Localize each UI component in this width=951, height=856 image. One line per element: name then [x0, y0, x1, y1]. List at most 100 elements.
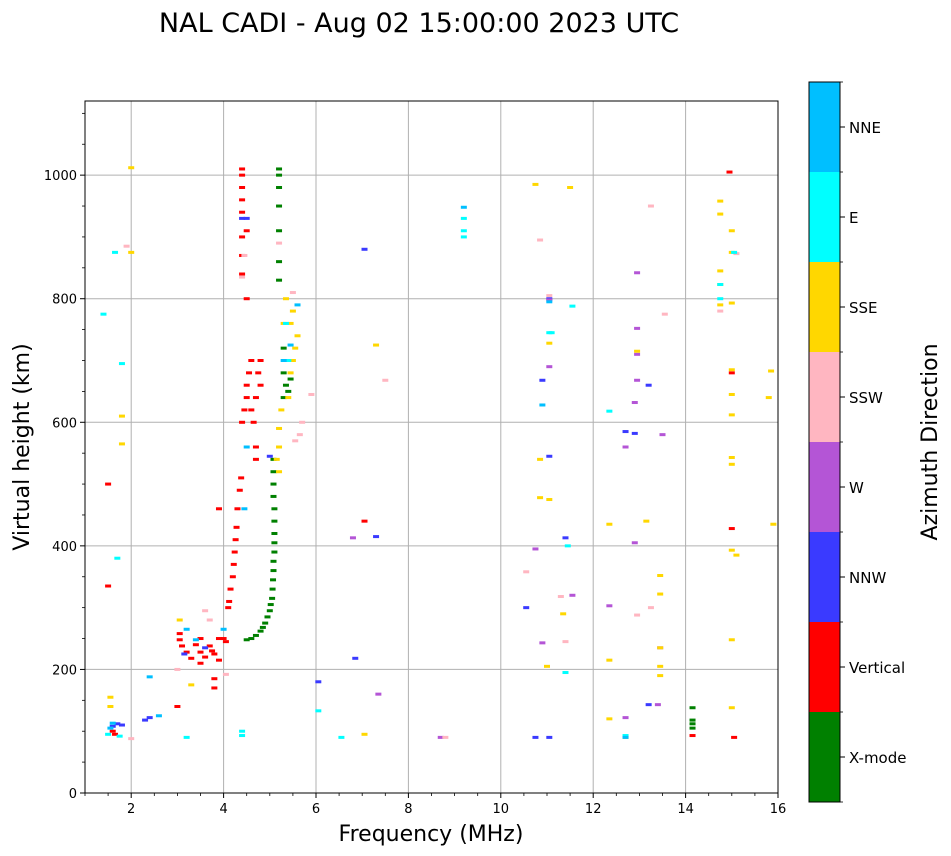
- data-point-sse: [728, 229, 735, 233]
- colorbar-segment: [809, 172, 840, 262]
- data-point-vertical: [211, 686, 218, 690]
- data-point-nnw: [146, 716, 153, 720]
- y-axis-label: Virtual height (km): [10, 343, 35, 550]
- data-point-e: [183, 735, 190, 739]
- data-point-nnw: [109, 724, 116, 728]
- data-point-ssw: [308, 392, 315, 396]
- data-point-e: [116, 734, 123, 738]
- data-point-nnw: [118, 723, 125, 727]
- data-point-sse: [118, 414, 125, 418]
- x-axis-ticks: 2 4 6 8 10 12 14 16: [84, 793, 786, 817]
- data-point-nne: [622, 735, 629, 739]
- data-point-sse: [643, 519, 650, 523]
- data-point-e: [100, 312, 107, 316]
- colorbar-tick-label: NNE: [849, 119, 881, 137]
- data-point-ssw: [562, 640, 569, 644]
- data-point-nne: [287, 343, 294, 347]
- data-point-x-mode: [276, 278, 283, 282]
- data-point-sse: [606, 522, 613, 526]
- data-point-vertical: [248, 359, 255, 362]
- data-point-vertical: [192, 643, 199, 647]
- data-point-sse: [292, 346, 299, 350]
- data-point-vertical: [229, 575, 236, 579]
- data-point-sse: [188, 683, 195, 687]
- data-point-vertical: [105, 584, 112, 588]
- data-point-vertical: [239, 198, 246, 202]
- data-point-w: [532, 547, 539, 551]
- data-point-nne: [460, 205, 467, 209]
- data-point-sse: [294, 334, 301, 338]
- data-point-vertical: [231, 550, 238, 554]
- data-point-nnw: [202, 646, 209, 650]
- data-point-sse: [717, 199, 724, 203]
- data-point-vertical: [174, 705, 181, 708]
- data-point-sse: [728, 368, 735, 372]
- data-point-vertical: [238, 476, 245, 480]
- data-point-vertical: [211, 652, 218, 656]
- data-point-nnw: [539, 378, 546, 382]
- data-point-e: [569, 304, 576, 308]
- data-point-x-mode: [270, 569, 277, 573]
- data-point-x-mode: [287, 377, 294, 381]
- data-point-sse: [606, 717, 613, 721]
- data-point-nne: [192, 638, 199, 642]
- x-tick-label: 14: [677, 802, 694, 817]
- data-point-vertical: [215, 637, 222, 641]
- data-point-ssw: [123, 244, 130, 248]
- data-point-sse: [118, 442, 125, 446]
- data-point-sse: [287, 371, 294, 375]
- data-point-ssw: [202, 609, 209, 613]
- colorbar-segment: [809, 712, 840, 802]
- data-point-x-mode: [270, 559, 277, 563]
- data-point-x-mode: [282, 383, 289, 387]
- data-point-vertical: [230, 562, 237, 566]
- data-point-e: [282, 321, 289, 325]
- data-point-nne: [146, 675, 153, 679]
- data-point-sse: [728, 413, 735, 417]
- y-tick-label: 600: [52, 416, 77, 431]
- data-point-ssw: [557, 595, 564, 599]
- colorbar-segment: [809, 82, 840, 172]
- data-point-sse: [285, 396, 292, 400]
- colorbar-tick-label: SSE: [849, 299, 878, 317]
- data-point-nne: [241, 507, 248, 511]
- data-point-vertical: [109, 729, 116, 733]
- data-point-x-mode: [262, 621, 269, 625]
- data-point-nnw: [631, 431, 638, 435]
- data-point-sse: [728, 456, 735, 460]
- data-point-vertical: [227, 587, 234, 591]
- data-point-e: [731, 250, 738, 254]
- data-point-w: [634, 378, 641, 382]
- data-point-vertical: [197, 637, 204, 641]
- data-point-sse: [107, 705, 114, 708]
- data-point-x-mode: [270, 482, 277, 486]
- plot-area: [85, 101, 778, 793]
- data-point-ssw: [382, 378, 389, 382]
- data-point-vertical: [183, 650, 190, 654]
- x-tick-label: 8: [404, 802, 412, 817]
- data-point-nnw: [546, 454, 553, 458]
- data-point-vertical: [206, 644, 213, 648]
- data-point-sse: [128, 166, 135, 170]
- data-point-x-mode: [689, 718, 696, 722]
- data-point-e: [622, 734, 629, 738]
- data-point-x-mode: [270, 578, 277, 582]
- data-point-vertical: [239, 173, 246, 177]
- data-point-nnw: [239, 216, 246, 220]
- data-point-vertical: [211, 677, 218, 681]
- colorbar-tick-label: NNW: [849, 569, 886, 587]
- data-point-vertical: [726, 170, 733, 174]
- data-point-w: [631, 541, 638, 545]
- data-point-e: [460, 216, 467, 220]
- data-point-sse: [728, 462, 735, 466]
- data-point-x-mode: [285, 389, 292, 393]
- data-point-vertical: [226, 599, 233, 603]
- data-point-x-mode: [280, 396, 287, 400]
- data-point-x-mode: [689, 726, 696, 730]
- y-tick-label: 0: [69, 787, 77, 802]
- data-point-vertical: [728, 371, 735, 375]
- data-point-w: [634, 271, 641, 275]
- data-point-e: [606, 409, 613, 413]
- data-point-x-mode: [280, 371, 287, 375]
- data-point-x-mode: [276, 167, 283, 171]
